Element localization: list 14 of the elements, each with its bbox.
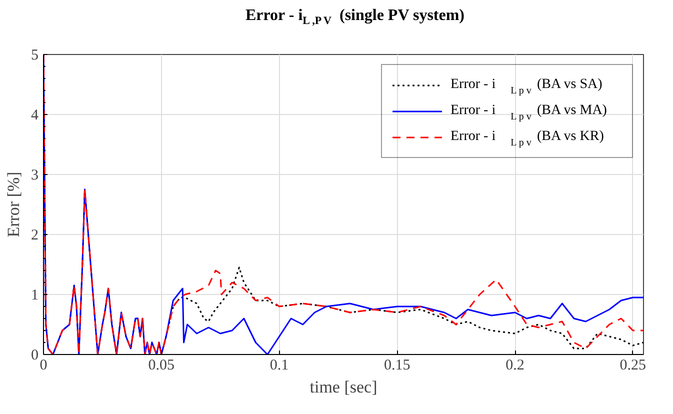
y-axis-title: Error [%]: [4, 172, 23, 238]
y-tick-label: 1: [31, 288, 38, 304]
x-tick-label: 0.2: [506, 358, 524, 374]
x-axis-title: time [sec]: [310, 378, 378, 396]
y-tick-label: 0: [31, 348, 38, 364]
x-tick-label: 0.1: [270, 358, 289, 374]
x-tick-label: 0.15: [384, 358, 410, 374]
x-tick-label: 0.25: [620, 358, 646, 374]
y-tick-label: 2: [31, 228, 38, 244]
y-tick-label: 4: [31, 108, 39, 124]
x-tick-label: 0.05: [148, 358, 175, 374]
y-tick-label: 3: [31, 168, 38, 184]
chart-title: Error - i$_{L ,P V}$ (single PV system): [245, 6, 465, 30]
y-tick-label: 5: [31, 48, 38, 64]
